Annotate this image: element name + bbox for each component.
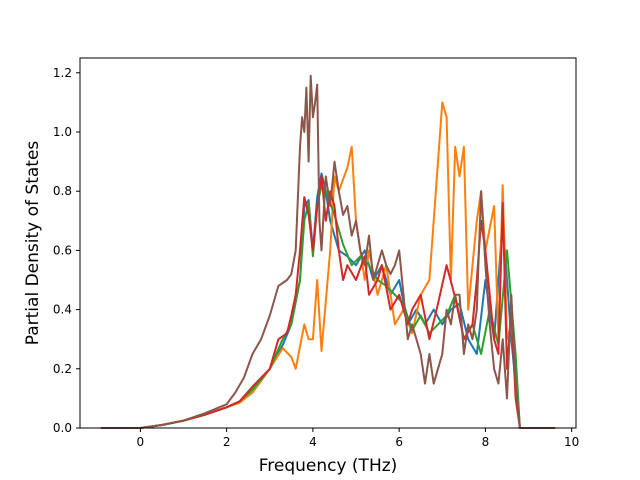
y-axis-label: Partial Density of States	[23, 141, 43, 346]
y-tick-label: 1.2	[53, 66, 72, 80]
plot-frame	[79, 57, 577, 429]
y-tick-label: 0.6	[53, 243, 72, 257]
x-tick-label: 10	[564, 435, 579, 449]
x-tick-label: 4	[309, 435, 317, 449]
y-tick-label: 0.0	[53, 421, 72, 435]
y-tick-label: 0.2	[53, 362, 72, 376]
series-line-2	[100, 184, 556, 429]
x-tick-label: 8	[482, 435, 490, 449]
y-tick-label: 1.0	[53, 125, 72, 139]
series-layer	[100, 74, 556, 429]
x-tick-label: 6	[395, 435, 403, 449]
x-axis-label: Frequency (THz)	[259, 456, 398, 476]
x-tick-label: 2	[223, 435, 231, 449]
y-tick-label: 0.8	[53, 184, 72, 198]
series-line-4	[100, 74, 556, 429]
x-tick-label: 0	[137, 435, 145, 449]
y-axis: 0.0 0.2 0.4 0.6 0.8 1.0 1.2	[53, 66, 80, 435]
y-tick-label: 0.4	[53, 303, 72, 317]
x-axis: 0 2 4 6 8 10	[137, 428, 579, 449]
series-line-3	[100, 175, 556, 429]
